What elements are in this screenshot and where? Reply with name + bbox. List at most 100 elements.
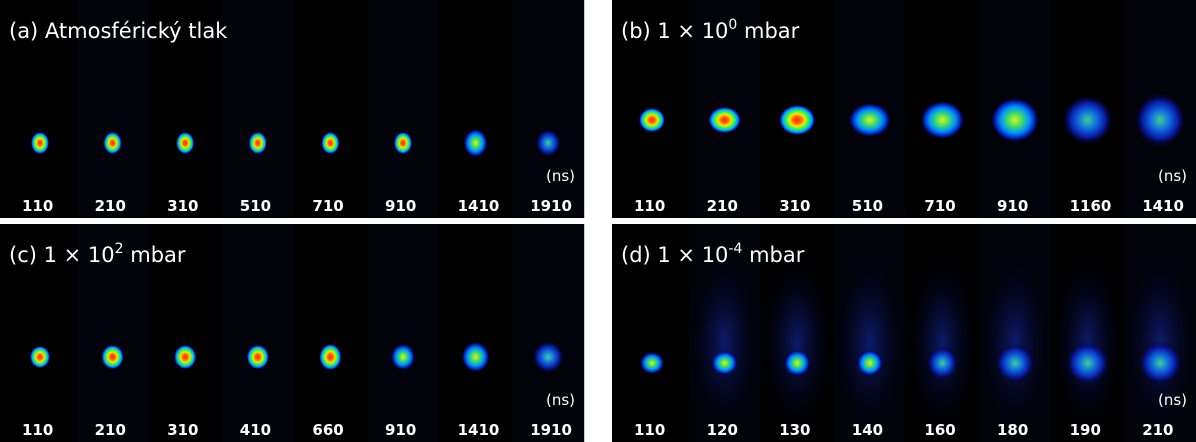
time-label: 110 bbox=[634, 421, 665, 439]
time-label: 160 bbox=[924, 421, 955, 439]
frame bbox=[4, 0, 76, 218]
plume bbox=[784, 350, 811, 376]
plume-haze bbox=[906, 253, 979, 433]
panel-title: (b) 1 × 100 mbar bbox=[621, 17, 800, 43]
plume bbox=[174, 345, 197, 369]
plume bbox=[391, 344, 415, 370]
plume bbox=[639, 108, 665, 132]
plume bbox=[926, 346, 959, 380]
time-label: 1410 bbox=[1142, 197, 1184, 215]
time-label: 710 bbox=[924, 197, 955, 215]
time-label: 310 bbox=[167, 197, 198, 215]
title-end: mbar bbox=[124, 243, 186, 267]
panel: 110 210 310 510 710 910 1160 1410 (b) 1 × 100 mb… bbox=[612, 0, 1196, 218]
frame bbox=[149, 224, 222, 442]
frame bbox=[4, 224, 76, 442]
plume bbox=[991, 98, 1039, 142]
panel-title: (d) 1 × 10-4 mbar bbox=[621, 241, 805, 267]
time-label: 910 bbox=[385, 197, 416, 215]
frame bbox=[439, 0, 512, 218]
plume bbox=[1138, 341, 1183, 385]
frame bbox=[221, 224, 294, 442]
panel-title: (c) 1 × 102 mbar bbox=[9, 241, 186, 267]
title-text: (c) 1 × 10 bbox=[9, 243, 115, 267]
title-end: mbar bbox=[737, 19, 799, 43]
time-label: 110 bbox=[634, 197, 665, 215]
panel: 110 210 310 510 710 910 1410 1910 (a) Atmosféric… bbox=[0, 0, 585, 218]
panel-title: (a) Atmosférický tlak bbox=[9, 19, 228, 43]
unit-label: (ns) bbox=[546, 391, 575, 409]
time-label: 910 bbox=[385, 421, 416, 439]
plume bbox=[319, 344, 342, 370]
time-label: 510 bbox=[852, 197, 883, 215]
frame bbox=[512, 224, 585, 442]
plume bbox=[779, 105, 816, 135]
plume bbox=[640, 352, 664, 374]
plume-haze bbox=[833, 253, 906, 433]
frame bbox=[76, 0, 149, 218]
frame bbox=[221, 0, 294, 218]
plume bbox=[920, 101, 965, 139]
plume bbox=[708, 107, 741, 133]
title-end: mbar bbox=[742, 243, 804, 267]
frame bbox=[149, 0, 222, 218]
frame bbox=[367, 0, 439, 218]
plume bbox=[30, 346, 50, 368]
plume-haze bbox=[688, 253, 761, 433]
panel: 110 210 310 410 660 910 1410 1910 (c) 1 × 102 mb… bbox=[0, 224, 585, 442]
plume bbox=[248, 132, 267, 154]
plume bbox=[101, 345, 124, 369]
time-label: 110 bbox=[22, 421, 53, 439]
title-exponent: 2 bbox=[115, 241, 124, 257]
title-exponent: -4 bbox=[728, 241, 742, 257]
plume bbox=[856, 350, 883, 376]
frame bbox=[76, 224, 149, 442]
plume bbox=[31, 132, 49, 154]
time-label: 660 bbox=[312, 421, 343, 439]
time-label: 410 bbox=[240, 421, 271, 439]
frame bbox=[294, 224, 367, 442]
plume bbox=[995, 343, 1035, 383]
plume bbox=[848, 103, 891, 137]
plume bbox=[532, 341, 565, 373]
time-label: 190 bbox=[1070, 421, 1101, 439]
time-label: 120 bbox=[707, 421, 738, 439]
title-exponent: 0 bbox=[728, 17, 737, 33]
time-label: 1910 bbox=[530, 197, 572, 215]
time-label: 310 bbox=[779, 197, 810, 215]
plume bbox=[394, 132, 412, 154]
plume bbox=[1061, 95, 1114, 145]
plume bbox=[103, 132, 122, 154]
plume bbox=[463, 129, 488, 157]
time-label: 910 bbox=[997, 197, 1028, 215]
time-label: 210 bbox=[95, 197, 126, 215]
unit-label: (ns) bbox=[1158, 167, 1187, 185]
time-label: 1160 bbox=[1070, 197, 1112, 215]
title-text: (d) 1 × 10 bbox=[621, 243, 728, 267]
plume bbox=[535, 129, 562, 157]
time-label: 210 bbox=[95, 421, 126, 439]
plume bbox=[321, 132, 340, 154]
time-label: 710 bbox=[312, 197, 343, 215]
time-label: 140 bbox=[852, 421, 883, 439]
plume bbox=[461, 342, 490, 372]
time-label: 310 bbox=[167, 421, 198, 439]
frame bbox=[512, 0, 585, 218]
plume bbox=[1065, 341, 1110, 385]
frame bbox=[439, 224, 512, 442]
plume-haze bbox=[761, 253, 834, 433]
time-label: 1410 bbox=[458, 421, 500, 439]
plume bbox=[711, 351, 738, 375]
time-label: 110 bbox=[22, 197, 53, 215]
plume bbox=[246, 345, 269, 369]
frame bbox=[616, 224, 688, 442]
unit-label: (ns) bbox=[546, 167, 575, 185]
time-label: 180 bbox=[997, 421, 1028, 439]
title-text: (b) 1 × 10 bbox=[621, 19, 728, 43]
plume bbox=[176, 132, 195, 154]
time-label: 130 bbox=[779, 421, 810, 439]
plume bbox=[1134, 93, 1187, 147]
panel: 110 120 130 140 160 180 190 210 (d) 1 × 10-4 mba… bbox=[612, 224, 1196, 442]
time-label: 1910 bbox=[530, 421, 572, 439]
